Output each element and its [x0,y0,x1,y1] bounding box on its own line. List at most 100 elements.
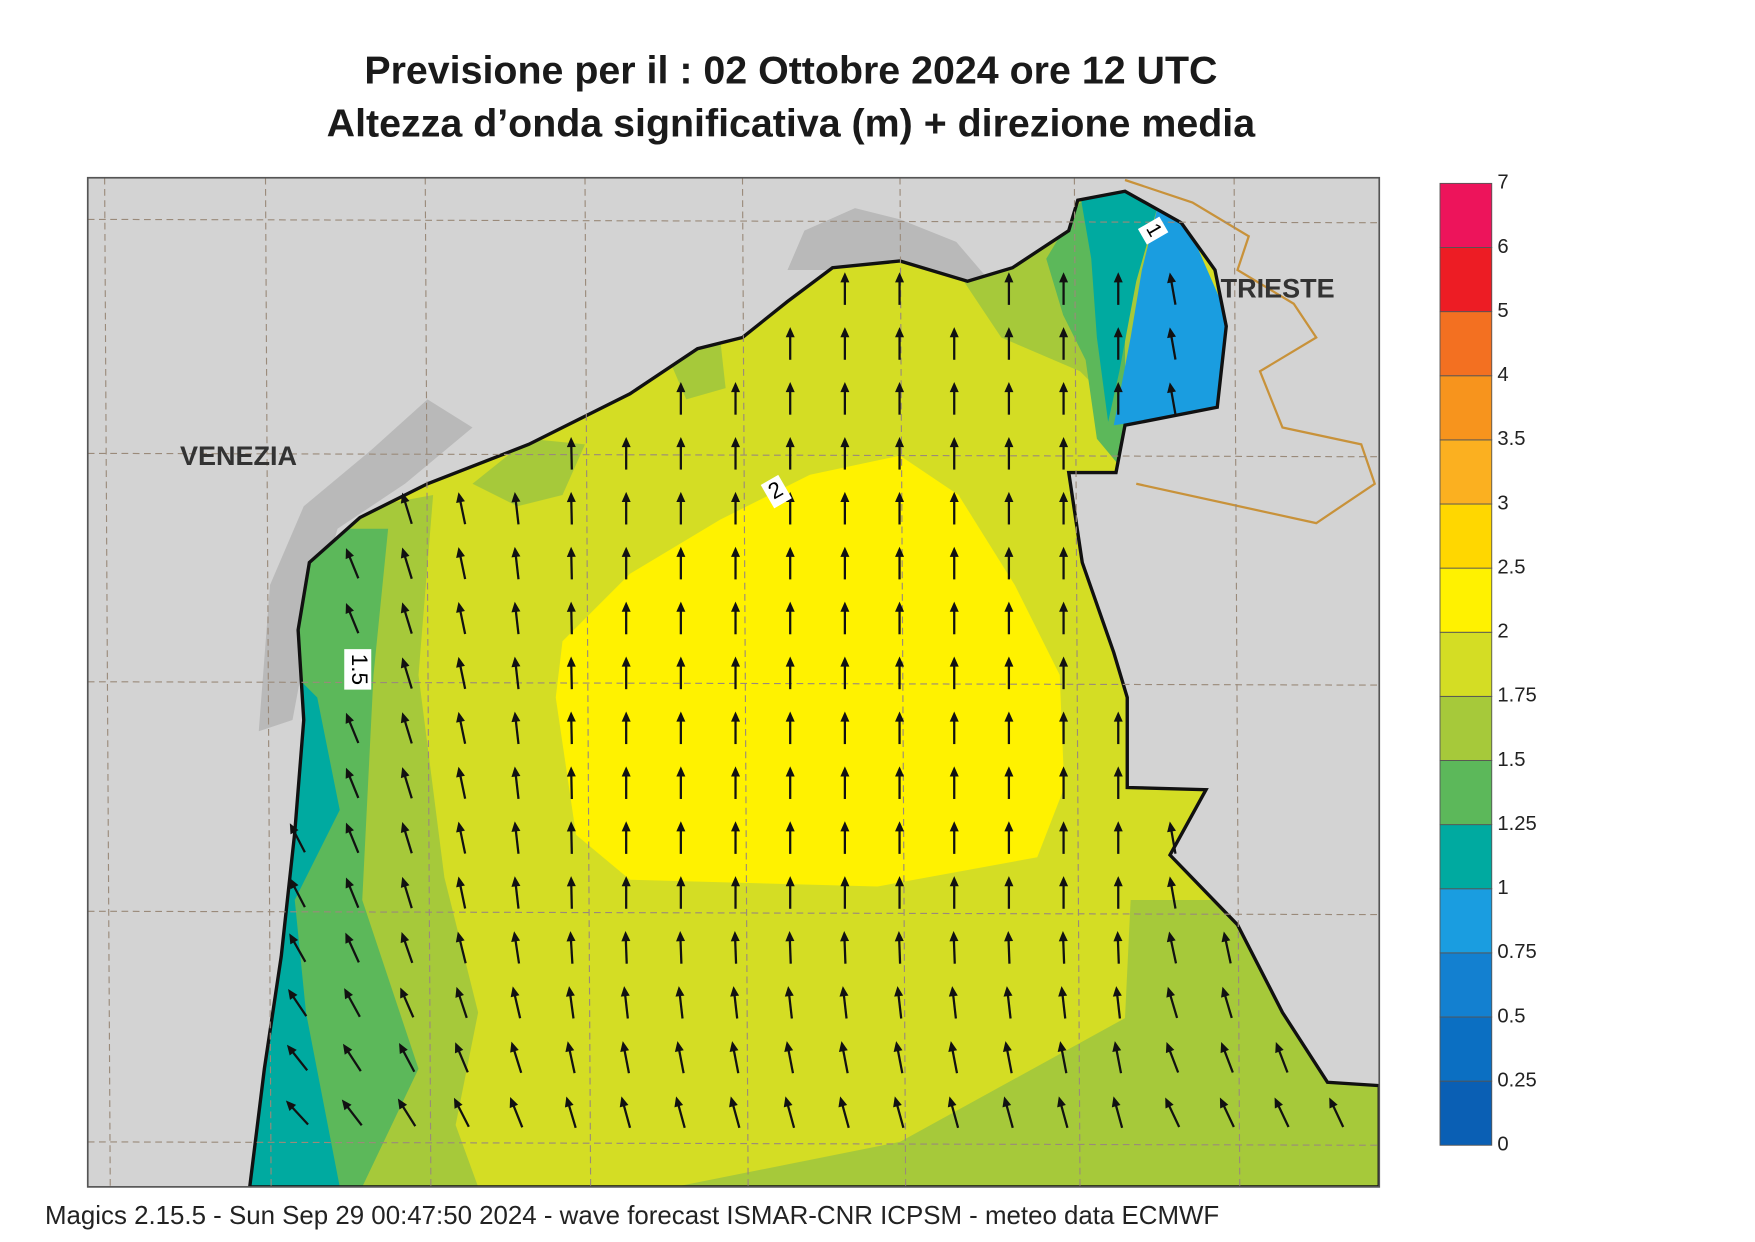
arrow [565,986,575,1019]
arrow [566,491,576,525]
arrow [1112,1041,1123,1074]
arrow [730,986,740,1019]
arrow-head [1004,601,1014,612]
arrow [840,491,850,525]
arrow-head [1059,491,1069,502]
arrow [838,1041,849,1074]
arrow [676,601,686,635]
arrow [345,932,360,963]
wave-zone [472,438,585,507]
arrow [511,711,521,745]
arrow-head [785,546,795,557]
arrow [288,989,308,1017]
arrow [731,766,741,799]
arrow [1112,986,1122,1019]
arrow [894,931,904,964]
arrow [1111,1096,1124,1129]
arrow-head [729,1041,739,1052]
arrow [1329,1097,1345,1128]
arrow [345,548,360,579]
arrow [455,931,467,964]
arrow [399,1042,416,1073]
contour-label: 1 [1137,216,1169,245]
arrow [1165,1097,1181,1128]
colorbar-label: 3.5 [1497,428,1525,450]
arrow-head [676,656,686,667]
arrow-head [895,272,905,283]
arrow-head [730,931,740,942]
arrow-head [1274,1097,1283,1109]
place-label: TRIESTE [1221,273,1335,303]
arrow [730,931,740,964]
arrow-head [400,822,410,834]
arrow [731,382,741,415]
arrow [840,601,850,635]
arrow [1275,1042,1289,1073]
arrow [676,766,686,799]
arrow-head [511,931,521,942]
arrow-head [1059,711,1069,722]
colorbar-band [1439,567,1493,633]
arrow [785,382,795,415]
arrow-head [1329,1097,1338,1109]
arrow [456,656,467,690]
arrow [344,988,361,1018]
arrow-head [840,272,850,283]
arrow [840,546,850,580]
arrow-head [784,986,794,997]
colorbar-band [1439,182,1493,248]
arrow [785,821,795,854]
arrow [895,327,905,360]
arrow [621,821,631,854]
arrow [456,766,467,799]
arrow [895,546,905,580]
arrow [1059,766,1069,799]
arrow [895,272,905,305]
arrow [1167,327,1177,360]
arrow-head [676,711,686,722]
arrow [840,272,850,305]
arrow [895,821,905,854]
arrow-head [785,821,795,832]
arrow [400,712,413,744]
arrow-head [511,656,521,668]
arrow [947,1096,960,1129]
arrow [566,656,576,690]
arrow-head [895,656,905,667]
arrow-head [1057,1041,1067,1052]
arrow-head [1059,601,1069,612]
arrow [948,1041,959,1074]
arrow [729,1041,740,1074]
arrow [400,932,414,964]
arrow [840,766,850,799]
arrow-head [397,1098,408,1110]
arrow-head [1165,1042,1175,1054]
arrow-head [289,878,299,890]
arrow [289,878,306,908]
arrow-head [947,1096,957,1108]
arrow [1113,711,1123,745]
arrow [676,382,686,415]
arrow-head [453,1097,463,1109]
colorbar-band [1439,824,1493,890]
arrow-head [511,766,521,778]
arrow [895,436,905,470]
arrow [674,1096,686,1129]
arrow-head [510,986,520,998]
arrow [1220,1042,1234,1073]
arrow [1166,986,1179,1019]
footer: Magics 2.15.5 - Sun Sep 29 00:47:50 2024… [45,1202,1219,1230]
arrow [949,821,959,854]
arrow-head [893,1041,903,1052]
arrow-head [676,436,686,448]
arrow [1059,491,1069,525]
arrow-head [1113,382,1123,393]
arrow [895,382,905,415]
arrow-head [456,766,465,778]
arrow [620,986,630,1019]
colorbar-label: 6 [1497,236,1508,258]
arrow-head [511,546,521,558]
arrow-head [1004,546,1014,557]
arrow-head [676,546,686,557]
arrow-head [345,877,354,889]
